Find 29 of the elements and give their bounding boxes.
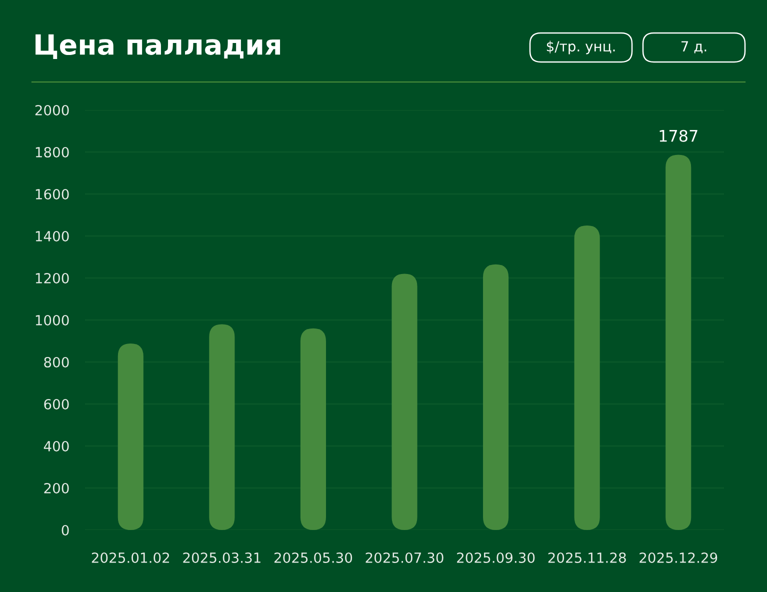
bar	[666, 154, 692, 530]
x-tick-label: 2025.11.28	[548, 552, 626, 563]
y-tick-label: 1000	[36, 314, 69, 326]
bar	[483, 264, 509, 530]
y-tick-label: 800	[44, 356, 69, 368]
y-tick-label: 200	[44, 482, 69, 494]
text: 7 д.	[682, 41, 706, 54]
data-label: 1787	[660, 130, 698, 142]
x-tick-label: 2025.01.02	[92, 552, 170, 563]
chart-title: Цена палладия	[36, 34, 280, 60]
y-tick-label: 400	[44, 440, 69, 452]
x-tick-label: 2025.05.30	[274, 552, 352, 563]
y-tick-label: 0	[62, 524, 69, 536]
x-tick-label: 2025.07.30	[366, 552, 444, 563]
bar	[392, 274, 418, 530]
y-tick-label: 600	[44, 398, 69, 410]
bar	[300, 328, 326, 530]
x-tick-label: 2025.09.30	[457, 552, 535, 563]
bar	[574, 226, 600, 530]
y-tick-label: 1200	[36, 272, 69, 284]
x-tick-label: 2025.12.29	[640, 552, 718, 563]
y-tick-label: 1600	[36, 188, 69, 200]
y-tick-label: 1800	[36, 146, 69, 158]
x-tick-label: 2025.03.31	[183, 552, 260, 563]
y-tick-label: 2000	[35, 104, 69, 116]
bar	[209, 324, 235, 530]
y-tick-label: 1400	[36, 230, 69, 242]
bar	[118, 344, 144, 530]
text: $/тр. унц.	[546, 40, 615, 54]
